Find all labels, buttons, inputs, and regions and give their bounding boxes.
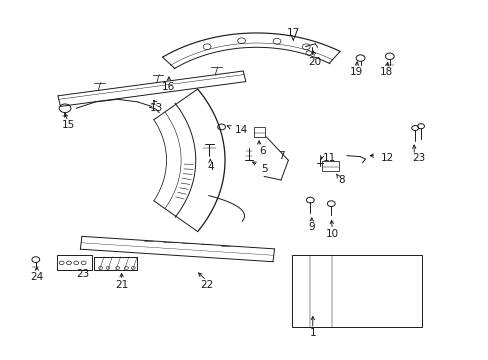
Text: 17: 17 (286, 28, 299, 38)
Text: 7: 7 (277, 150, 284, 161)
Text: 23: 23 (411, 153, 425, 163)
Text: 5: 5 (261, 164, 267, 174)
Text: 15: 15 (61, 121, 75, 130)
Text: 12: 12 (380, 153, 393, 163)
Text: 16: 16 (162, 82, 175, 92)
Bar (254, 127, 264, 137)
Bar (94, 257, 137, 270)
Text: 22: 22 (200, 280, 213, 290)
Text: 18: 18 (380, 67, 393, 77)
Text: 14: 14 (234, 125, 247, 135)
Text: 9: 9 (308, 222, 314, 232)
Text: 8: 8 (337, 175, 344, 185)
Bar (57, 255, 92, 270)
Text: 4: 4 (206, 162, 213, 172)
Text: 1: 1 (309, 328, 315, 338)
Bar (292, 255, 421, 327)
Bar (321, 161, 338, 171)
Text: 13: 13 (150, 103, 163, 113)
Text: 11: 11 (322, 153, 335, 163)
Text: 20: 20 (308, 57, 321, 67)
Text: 21: 21 (115, 280, 128, 290)
Text: 24: 24 (30, 272, 43, 282)
Text: 10: 10 (325, 229, 338, 239)
Text: 23: 23 (76, 269, 89, 279)
Text: 19: 19 (349, 67, 363, 77)
Text: 6: 6 (259, 146, 265, 156)
